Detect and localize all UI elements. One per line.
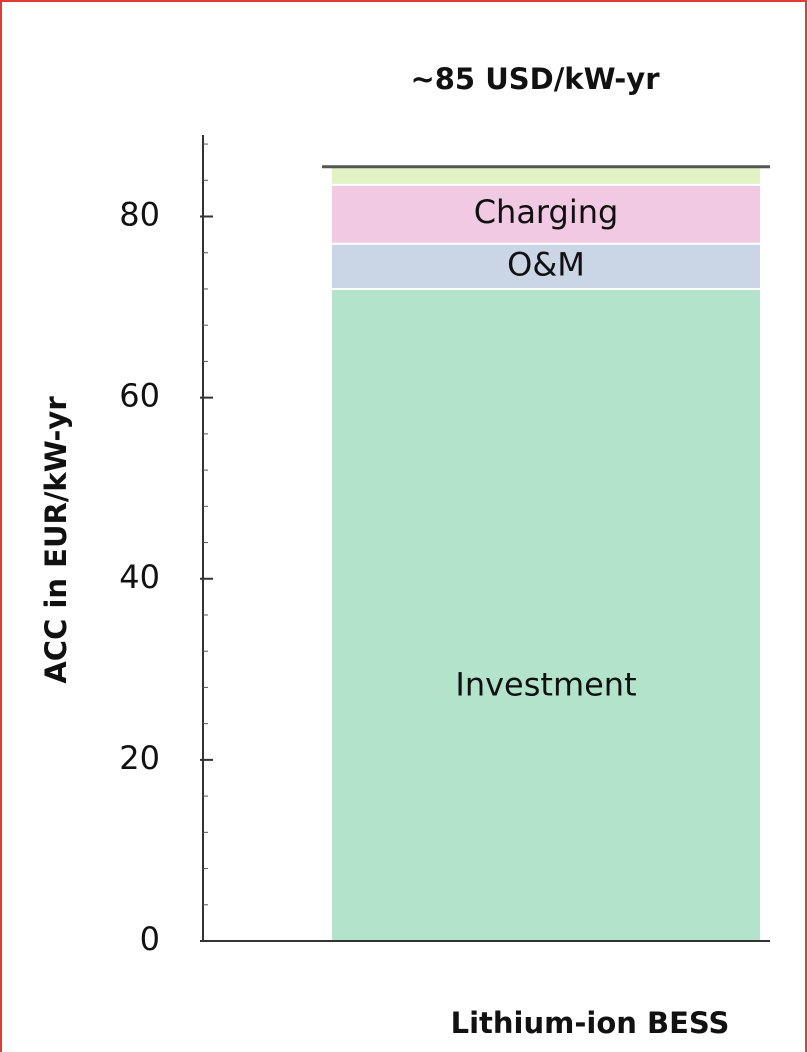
bar-segment xyxy=(330,165,762,186)
y-tick-label: 60 xyxy=(119,377,160,415)
y-tick-label: 20 xyxy=(119,739,160,777)
y-tick-label: 0 xyxy=(140,920,160,958)
y-axis-label: ACC in EUR/kW-yr xyxy=(39,396,73,684)
segment-label: Charging xyxy=(474,193,619,231)
y-tick-label: 80 xyxy=(119,196,160,234)
x-tick-label: Lithium-ion BESS xyxy=(451,1006,730,1040)
bar-segment xyxy=(330,287,762,942)
y-tick-label: 40 xyxy=(119,558,160,596)
segment-label: O&M xyxy=(507,245,585,283)
bar-segment xyxy=(330,183,762,245)
chart-title: ~85 USD/kW-yr xyxy=(410,62,660,96)
segment-label: Investment xyxy=(455,666,636,704)
